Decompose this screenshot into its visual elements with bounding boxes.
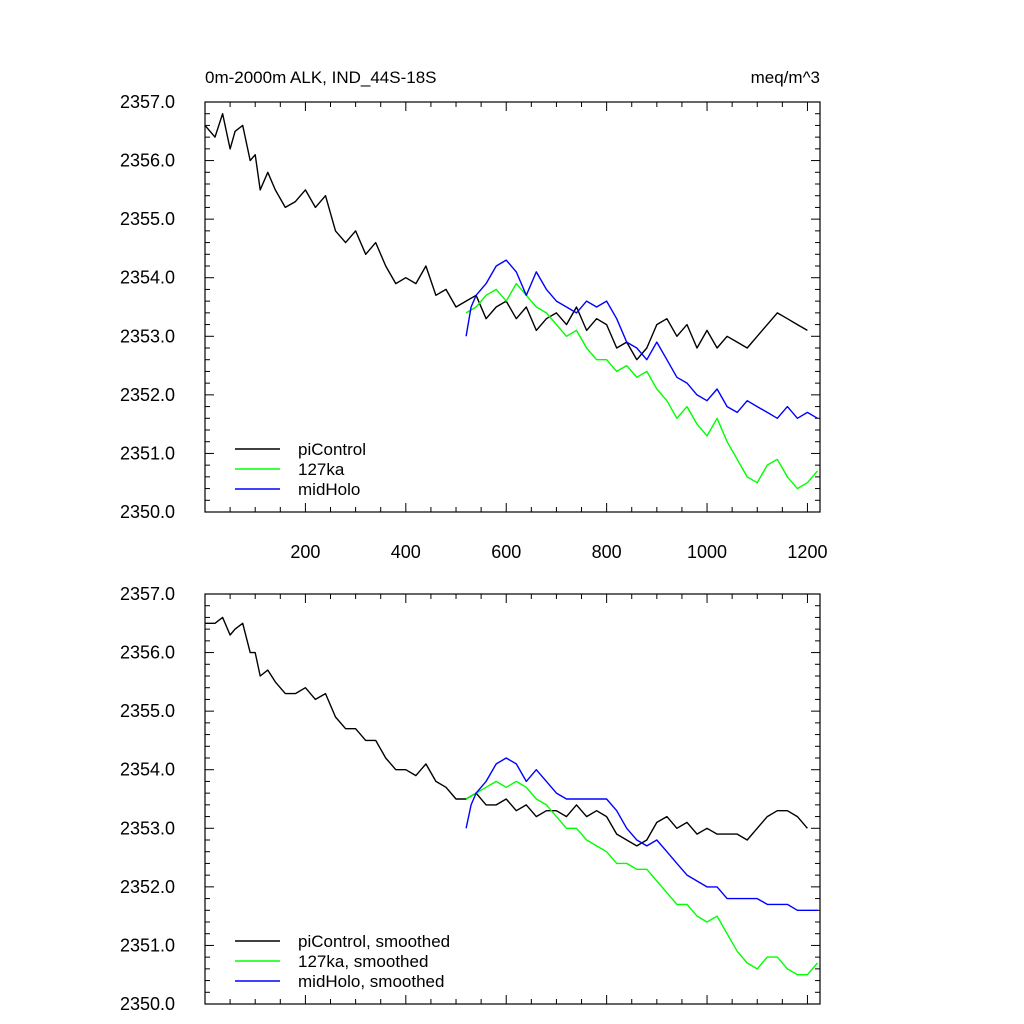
bottom-plot-frame [204, 593, 821, 1005]
y-tick-label: 2351.0 [120, 443, 175, 463]
y-tick-label: 2355.0 [120, 209, 175, 229]
top-axes: 2350.0 2351.0 2352.0 2353.0 2354.0 2355.0 2356… [120, 92, 828, 562]
legend-label: 127ka [298, 460, 345, 479]
x-tick-label: 400 [391, 542, 421, 562]
series-line [205, 616, 808, 847]
bottom-axes: 2350.0 2351.0 2352.0 2353.0 2354.0 2355.0 2356… [120, 584, 820, 1014]
y-tick-label: 2354.0 [120, 760, 175, 780]
legend-label: midHolo [298, 480, 360, 499]
x-tick-label: 800 [592, 542, 622, 562]
y-tick-label: 2353.0 [120, 326, 175, 346]
y-tick-label: 2353.0 [120, 818, 175, 838]
units-label: meq/m^3 [751, 68, 820, 87]
y-tick-label: 2350.0 [120, 994, 175, 1014]
legend-label: midHolo, smoothed [298, 972, 444, 991]
top-panel: 0m-2000m ALK, IND_44S-18S meq/m^3 2350.0… [120, 68, 828, 562]
chart-title: 0m-2000m ALK, IND_44S-18S [205, 68, 437, 87]
y-tick-label: 2356.0 [120, 151, 175, 171]
series-line [204, 112, 808, 361]
top-series-group [204, 112, 819, 490]
bottom-series-group [205, 616, 819, 976]
y-tick-label: 2352.0 [120, 385, 175, 405]
y-tick-label: 2350.0 [120, 502, 175, 522]
series-line [465, 259, 818, 419]
series-line [465, 282, 819, 490]
y-tick-label: 2356.0 [120, 643, 175, 663]
legend-label: 127ka, smoothed [298, 952, 428, 971]
series-line [465, 780, 819, 976]
legend-label: piControl, smoothed [298, 932, 450, 951]
legend-label: piControl [298, 440, 366, 459]
y-tick-label: 2352.0 [120, 877, 175, 897]
top-plot-frame [204, 101, 821, 513]
bottom-panel: 2350.0 2351.0 2352.0 2353.0 2354.0 2355.0 2356… [120, 584, 821, 1014]
y-tick-label: 2357.0 [120, 584, 175, 604]
x-tick-label: 600 [491, 542, 521, 562]
y-tick-label: 2357.0 [120, 92, 175, 112]
y-tick-label: 2354.0 [120, 268, 175, 288]
y-tick-label: 2351.0 [120, 935, 175, 955]
x-tick-label: 1200 [787, 542, 827, 562]
x-tick-label: 200 [290, 542, 320, 562]
x-tick-label: 1000 [687, 542, 727, 562]
y-tick-label: 2355.0 [120, 701, 175, 721]
series-line [465, 757, 818, 911]
